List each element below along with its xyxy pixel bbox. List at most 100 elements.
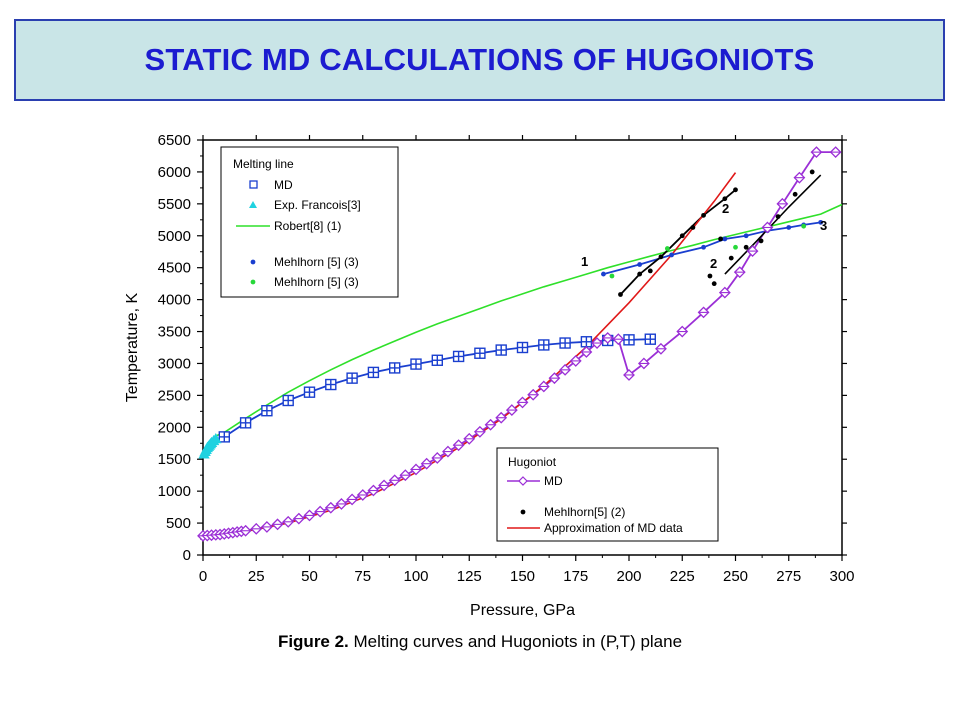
series-7-mehlhorn-5-2-point	[775, 214, 781, 220]
series-0-md-point	[389, 362, 401, 374]
caption-text: Melting curves and Hugoniots in (P,T) pl…	[348, 632, 683, 651]
legend-melting-label: MD	[274, 178, 293, 192]
series-6-mehlhorn-5-2-point	[658, 254, 664, 260]
series-0-md-point	[644, 333, 656, 345]
legend-hugoniot-box	[496, 447, 719, 542]
series-5-md-point	[388, 474, 401, 487]
series-5-md-point	[346, 493, 359, 506]
series-5-md-point	[733, 266, 746, 279]
series-7-mehlhorn-5-2-point	[711, 281, 717, 287]
title-box: STATIC MD CALCULATIONS OF HUGONIOTS	[14, 19, 945, 101]
series-0-md-point	[303, 386, 316, 398]
series-5-md-point	[303, 509, 316, 522]
x-tick-label: 225	[670, 568, 695, 585]
slide-title: STATIC MD CALCULATIONS OF HUGONIOTS	[144, 42, 815, 77]
series-5-md-point	[314, 505, 327, 518]
legend-hugoniot-label: Mehlhorn[5] (2)	[544, 505, 625, 519]
series-0-md-point	[410, 358, 422, 370]
legend-melting-label: Robert[8] (1)	[274, 219, 341, 233]
series-3-mehlhorn-5-3-point	[743, 233, 749, 239]
series-5-md-point	[776, 197, 789, 210]
series-6-mehlhorn-5-2-point	[618, 292, 623, 297]
series-5-md-point	[292, 512, 305, 525]
y-tick-label: 4500	[158, 260, 191, 277]
legend-melting-entry: MD	[249, 178, 293, 192]
x-axis-label: Pressure, GPa	[470, 602, 575, 619]
series-5-md-point	[324, 501, 337, 514]
curve-number-label: 2	[722, 201, 729, 216]
series-5-md-point	[697, 306, 710, 319]
x-tick-label: 175	[563, 568, 588, 585]
series-7-mehlhorn-5-2-point	[743, 244, 749, 250]
series-5-md-point	[793, 171, 806, 184]
series-0-md-point	[474, 347, 486, 359]
legend-melting-entry: Robert[8] (1)	[236, 219, 341, 233]
x-tick-label: 200	[616, 568, 641, 585]
series-5-md-point	[676, 325, 689, 338]
legend-melting-label: Mehlhorn [5] (3)	[274, 275, 359, 289]
series-5-md-point	[810, 146, 823, 159]
series-5-md-point	[548, 372, 561, 385]
series-5-md-point	[463, 432, 476, 445]
series-5-md-point	[410, 463, 422, 476]
y-tick-label: 2000	[158, 419, 191, 436]
series-5-md-point	[527, 388, 540, 401]
series-0-md-point	[559, 337, 571, 349]
series-7-mehlhorn-5-2-point	[718, 236, 723, 242]
series-7-mehlhorn-5-2-point	[809, 169, 815, 175]
series-5-md-point	[378, 479, 390, 492]
y-tick-label: 6000	[158, 164, 191, 181]
series-4-mehlhorn-5-3-point	[733, 244, 738, 250]
series-5-md-point	[569, 354, 582, 367]
legend-hugoniot-title: Hugoniot	[508, 455, 557, 469]
series-5-md-point	[612, 333, 625, 346]
series-0-md-point	[261, 405, 273, 417]
series-6-mehlhorn-5-2-point	[679, 233, 685, 239]
series-5-md-point	[516, 396, 529, 409]
series-5-md-point	[452, 439, 465, 452]
series-0-md-point	[452, 350, 465, 363]
series-5-md-point	[484, 418, 497, 431]
series-5-md-point	[239, 524, 252, 537]
y-tick-label: 4000	[158, 292, 191, 309]
series-5-md-point	[442, 445, 454, 458]
legend-hugoniot-entry: MD	[507, 474, 563, 488]
y-tick-label: 0	[183, 547, 191, 564]
series-5-md-point	[655, 342, 667, 355]
y-tick-label: 3500	[158, 324, 191, 341]
legend-melting-title: Melting line	[233, 157, 294, 171]
series-5-md-point	[761, 221, 774, 234]
series-0-md-point	[431, 354, 443, 366]
series-5-md-point	[335, 498, 348, 510]
y-tick-label: 500	[166, 515, 191, 532]
legend-hugoniot-entry: Mehlhorn[5] (2)	[520, 505, 625, 519]
series-0-md-point	[538, 339, 550, 351]
y-tick-label: 1500	[158, 451, 191, 468]
x-tick-label: 300	[829, 568, 854, 585]
legend-melting-entry: Mehlhorn [5] (3)	[250, 275, 359, 289]
series-0-md-point	[516, 341, 529, 354]
figure-caption: Figure 2. Melting curves and Hugoniots i…	[0, 632, 960, 652]
curve-number-label: 1	[581, 254, 588, 269]
series-7-mehlhorn-5-2-point	[690, 225, 696, 230]
series-5-md-point	[431, 452, 444, 464]
series-5-md-point	[746, 245, 759, 258]
x-tick-label: 0	[199, 568, 207, 585]
series-0-md-point	[346, 372, 358, 384]
caption-label: Figure 2.	[277, 632, 349, 651]
legend-melting-label: Mehlhorn [5] (3)	[274, 255, 359, 269]
legend-melting-box	[220, 146, 399, 298]
series-0-md-point	[580, 336, 593, 348]
series-7-mehlhorn-5-2-point	[792, 191, 798, 197]
series-5-md-point	[356, 489, 369, 501]
series-5-md-point	[399, 469, 412, 482]
series-5-md-point	[829, 146, 842, 159]
x-tick-label: 125	[457, 568, 482, 585]
series-6-mehlhorn-5-2-point	[722, 196, 728, 202]
series-3-mehlhorn-5-3-line	[603, 221, 821, 275]
series-5-md-point	[637, 357, 650, 370]
series-5-md-point	[282, 515, 295, 528]
series-0-md-point	[495, 344, 507, 356]
series-5-md-point	[623, 369, 635, 381]
